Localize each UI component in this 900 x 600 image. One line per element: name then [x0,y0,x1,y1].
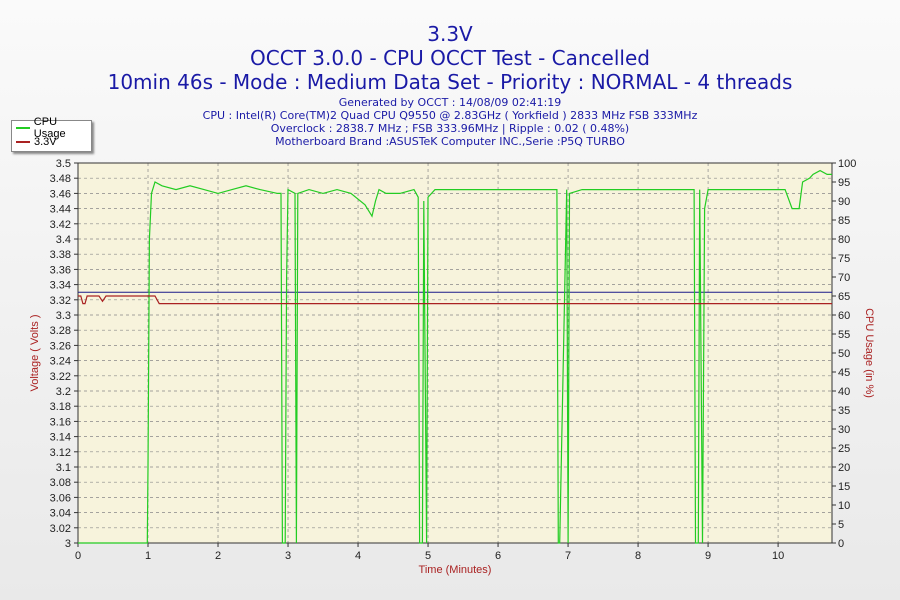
overclock-info: Overclock : 2838.7 MHz ; FSB 333.96MHz |… [270,122,630,135]
y-tick-label: 3 [65,538,71,550]
y2-tick-label: 100 [838,158,856,170]
x-tick-label: 6 [495,550,501,562]
y-tick-label: 3.48 [50,173,71,185]
y2-tick-label: 35 [838,405,850,417]
y2-tick-label: 90 [838,196,850,208]
y-tick-label: 3.34 [50,280,71,292]
y2-tick-label: 20 [838,462,850,474]
y-tick-label: 3.38 [50,249,71,261]
x-axis-label: Time (Minutes) [419,564,492,576]
y2-tick-label: 95 [838,177,850,189]
x-tick-label: 0 [75,550,81,562]
chart-titles: 3.3V OCCT 3.0.0 - CPU OCCT Test - Cancel… [0,22,900,148]
series-line-voltage [78,295,832,305]
y2-tick-label: 85 [838,215,850,227]
y-tick-label: 3.5 [56,158,71,170]
y-tick-label: 3.06 [50,492,71,504]
y2-tick-label: 80 [838,234,850,246]
y2-tick-label: 15 [838,481,850,493]
x-tick-label: 2 [215,550,221,562]
chart-subtitle: OCCT 3.0.0 - CPU OCCT Test - Cancelled [250,46,650,70]
y-tick-label: 3.26 [50,340,71,352]
y2-tick-label: 30 [838,424,850,436]
legend-swatch-cpu [16,127,30,129]
x-tick-label: 10 [772,550,784,562]
y-tick-label: 3.22 [50,371,71,383]
plot-area [78,163,832,543]
y-tick-label: 3.32 [50,295,71,307]
legend-label-cpu: CPU Usage [33,116,66,140]
y-tick-label: 3.24 [50,356,71,368]
x-tick-label: 7 [565,550,571,562]
series-line-cpu-usage [78,169,832,544]
y-tick-label: 3.36 [50,264,71,276]
chart-title: 3.3V [427,22,473,46]
y2-tick-label: 75 [838,253,850,265]
y-tick-label: 3.18 [50,401,71,413]
x-tick-label: 1 [145,550,151,562]
x-tick-label: 9 [705,550,711,562]
generated-info: Generated by OCCT : 14/08/09 02:41:19 [338,96,562,109]
y2-tick-label: 50 [838,348,850,360]
y-tick-label: 3.16 [50,416,71,428]
x-tick-label: 4 [355,550,361,562]
plot-frame [77,162,833,544]
motherboard-info: Motherboard Brand :ASUSTeK Computer INC.… [275,135,625,148]
y-tick-label: 3.46 [50,188,71,200]
y2-tick-label: 40 [838,386,850,398]
y-axis-label: Voltage ( Volts ) [29,314,41,391]
y-tick-label: 3.1 [56,462,71,474]
legend-swatch-voltage [16,141,30,143]
y-tick-label: 3.02 [50,523,71,535]
x-tick-label: 8 [635,550,641,562]
y-tick-label: 3.28 [50,325,71,337]
y2-tick-label: 25 [838,443,850,455]
cpu-info: CPU : Intel(R) Core(TM)2 Quad CPU Q9550 … [202,109,698,122]
x-tick-label: 3 [285,550,291,562]
y-tick-label: 3.4 [56,234,71,246]
y2-tick-label: 0 [838,538,844,550]
chart-test-info: 10min 46s - Mode : Medium Data Set - Pri… [107,70,793,94]
legend-item-voltage: 3.3V [12,135,91,149]
y2-tick-label: 10 [838,500,850,512]
y2-tick-label: 70 [838,272,850,284]
y-tick-label: 3.2 [56,386,71,398]
y2-tick-label: 45 [838,367,850,379]
y-tick-label: 3.14 [50,432,71,444]
x-tick-label: 5 [425,550,431,562]
y2-axis-label: CPU Usage (in %) [863,308,875,398]
y-tick-label: 3.42 [50,219,71,231]
y-tick-label: 3.04 [50,508,71,520]
y-tick-label: 3.12 [50,447,71,459]
y-tick-label: 3.3 [56,310,71,322]
chart-legend: CPU Usage 3.3V [11,116,92,152]
y-tick-label: 3.08 [50,477,71,489]
y2-tick-label: 5 [838,519,844,531]
legend-label-voltage: 3.3V [34,136,57,148]
y2-tick-label: 65 [838,291,850,303]
y2-tick-label: 55 [838,329,850,341]
y-tick-label: 3.44 [50,204,71,216]
legend-item-cpu: CPU Usage [12,116,91,140]
y2-tick-label: 60 [838,310,850,322]
